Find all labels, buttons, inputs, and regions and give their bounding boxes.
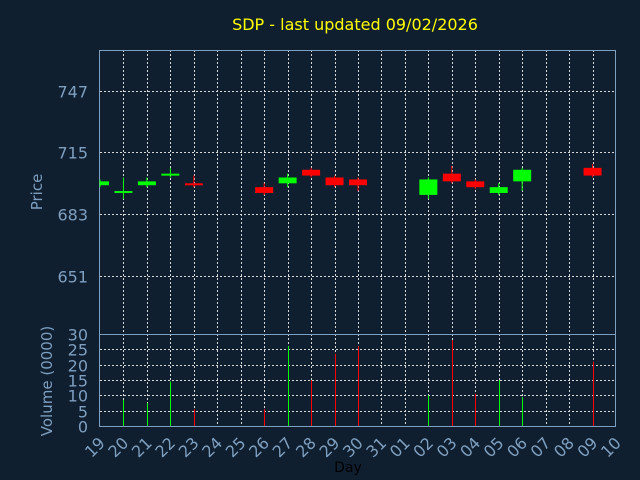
candle	[99, 179, 109, 188]
volume-tick-label: 20	[68, 357, 88, 376]
price-tick-label: 651	[57, 268, 88, 287]
candle	[137, 177, 156, 188]
candle-body	[583, 167, 602, 176]
candle-body	[100, 181, 109, 186]
candle-body	[114, 191, 133, 194]
candle	[114, 177, 133, 199]
candle	[302, 167, 321, 178]
candle-body	[489, 187, 508, 193]
candle	[349, 177, 367, 192]
price-tick-label: 715	[57, 144, 88, 163]
price-tick-label: 683	[57, 206, 88, 225]
volume-tick-label: 5	[78, 403, 88, 422]
volume-bar-series	[123, 340, 594, 426]
volume-tick-label: 10	[68, 387, 88, 406]
candle	[466, 179, 485, 190]
price-grid	[100, 50, 616, 334]
candle	[184, 175, 203, 188]
volume-plot-frame	[99, 334, 616, 427]
volume-tick-label: 15	[68, 372, 88, 391]
candle-body	[513, 169, 532, 182]
price-y-ticks: 651 683 715 747	[57, 83, 88, 287]
candle-body	[278, 177, 297, 184]
candle	[325, 175, 344, 188]
candle-body	[137, 181, 156, 186]
candle	[583, 163, 602, 178]
volume-axis-label: Volume (0000)	[38, 326, 56, 436]
candle-body	[255, 187, 274, 193]
day-x-ticks: 1920212223242526272829303101020304050607…	[81, 433, 625, 461]
price-axis-label: Price	[28, 174, 46, 211]
candle-body	[466, 181, 485, 188]
candle-body	[184, 183, 203, 186]
candle	[419, 177, 438, 199]
candlestick-series	[99, 163, 602, 199]
candle-body	[419, 179, 438, 195]
volume-tick-label: 30	[68, 326, 88, 345]
candle	[255, 183, 274, 195]
volume-tick-label: 0	[78, 418, 88, 437]
price-tick-label: 747	[57, 83, 88, 102]
volume-tick-label: 25	[68, 341, 88, 360]
candle-body	[442, 173, 461, 182]
price-plot-frame	[99, 50, 616, 335]
candle-body	[349, 179, 367, 186]
day-axis-label: Day	[334, 460, 362, 476]
candle-body	[161, 173, 180, 176]
candle-body	[325, 177, 344, 186]
candle	[278, 173, 297, 188]
candle	[489, 183, 508, 195]
chart-title: SDP - last updated 09/02/2026	[232, 15, 478, 34]
day-tick-label: 10	[597, 433, 625, 461]
candle-body	[302, 169, 321, 176]
candle	[161, 167, 180, 178]
candle	[513, 167, 532, 192]
candle	[442, 165, 461, 184]
